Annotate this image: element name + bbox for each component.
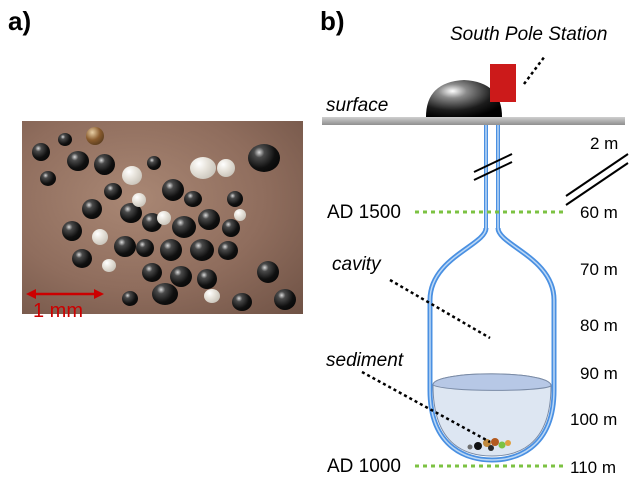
- depth-label: 2 m: [590, 134, 619, 153]
- depth-label: 100 m: [570, 410, 618, 429]
- station-label: South Pole Station: [450, 24, 608, 45]
- ad-1000-label: AD 1000: [327, 456, 401, 477]
- sediment-micrograph: [22, 121, 303, 314]
- scale-label: 1 mm: [33, 300, 83, 322]
- station-dome: [426, 80, 502, 117]
- depth-label: 60 m: [580, 203, 618, 222]
- panel-b-label: b): [320, 6, 345, 36]
- cavity-label: cavity: [332, 254, 381, 275]
- surface-bar: [322, 117, 625, 125]
- station-building: [490, 64, 516, 102]
- surface-label: surface: [326, 95, 389, 116]
- panel-a-label: a): [8, 6, 32, 36]
- sediment-label: sediment: [326, 350, 404, 371]
- ad-1500-label: AD 1500: [327, 202, 401, 223]
- depth-label: 70 m: [580, 260, 618, 279]
- depth-label: 90 m: [580, 364, 618, 383]
- depth-label: 110 m: [570, 458, 616, 477]
- depth-label: 80 m: [580, 316, 618, 335]
